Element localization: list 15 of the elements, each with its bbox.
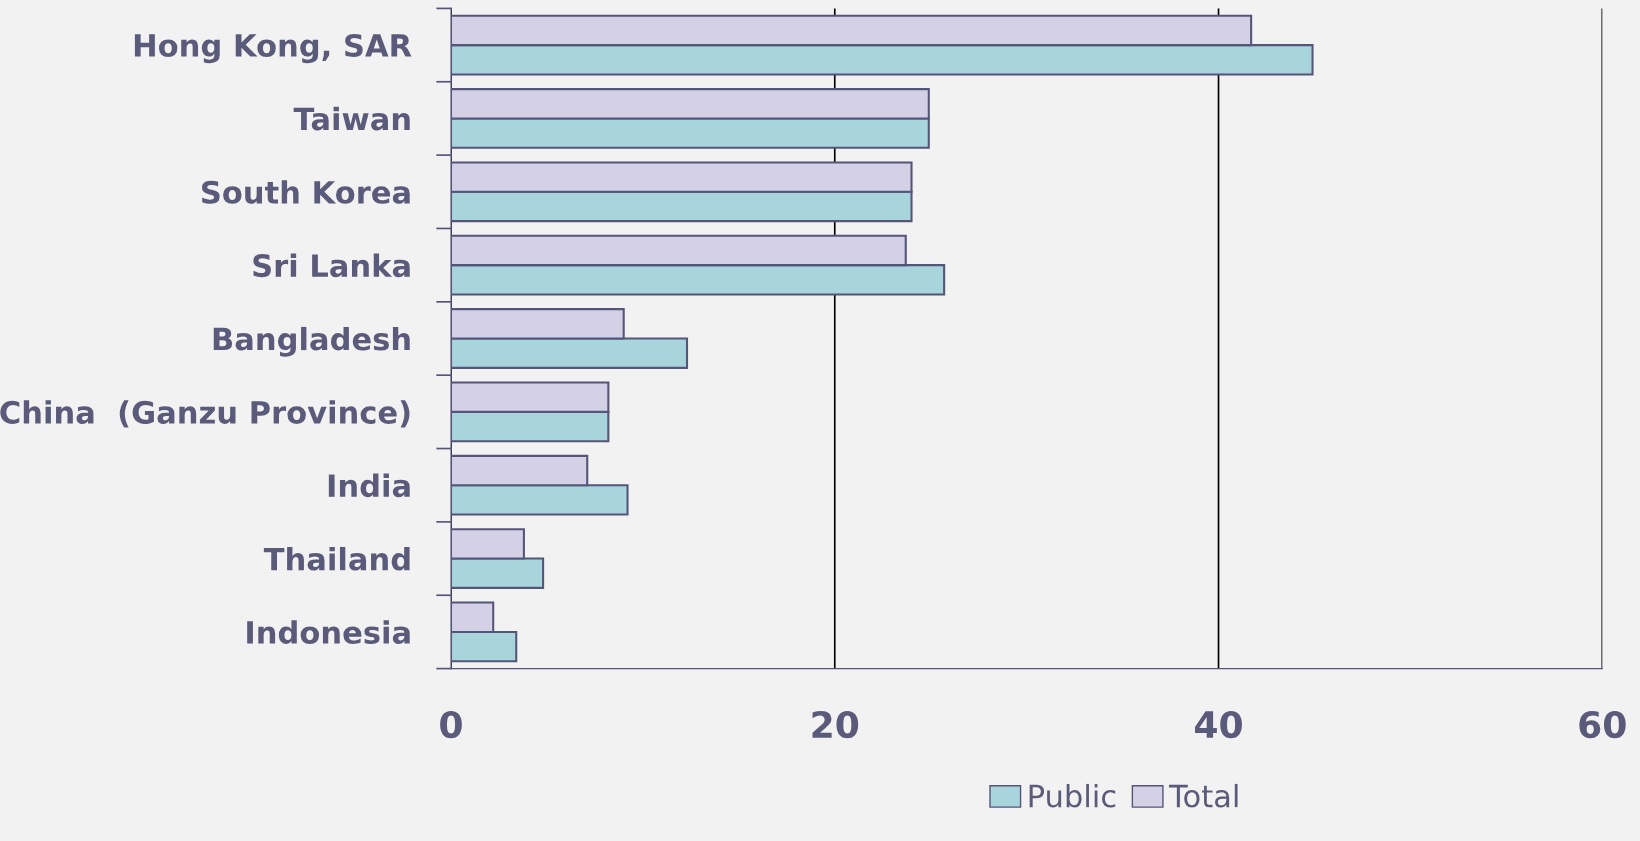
y-tick-label: Hong Kong, SAR <box>134 33 412 64</box>
y-tick-label: India <box>328 473 410 498</box>
legend-label: Public <box>1029 783 1116 808</box>
x-tick-label: 0 <box>440 710 462 739</box>
x-tick-label: 40 <box>1195 710 1242 739</box>
y-tick-label: Bangladesh <box>213 326 410 357</box>
x-tick-label: 20 <box>812 710 859 739</box>
y-tick-label: Thailand <box>263 546 410 571</box>
y-tick-label: Sri Lanka <box>253 253 410 278</box>
y-tick-label: Taiwan <box>293 106 410 131</box>
y-tick-label: South Korea <box>202 180 410 204</box>
x-tick-label: 60 <box>1579 710 1626 739</box>
y-tick-label: China (Ganzu Province) <box>0 400 410 428</box>
legend-label: Total <box>1168 783 1238 808</box>
y-tick-label: Indonesia <box>247 620 410 644</box>
